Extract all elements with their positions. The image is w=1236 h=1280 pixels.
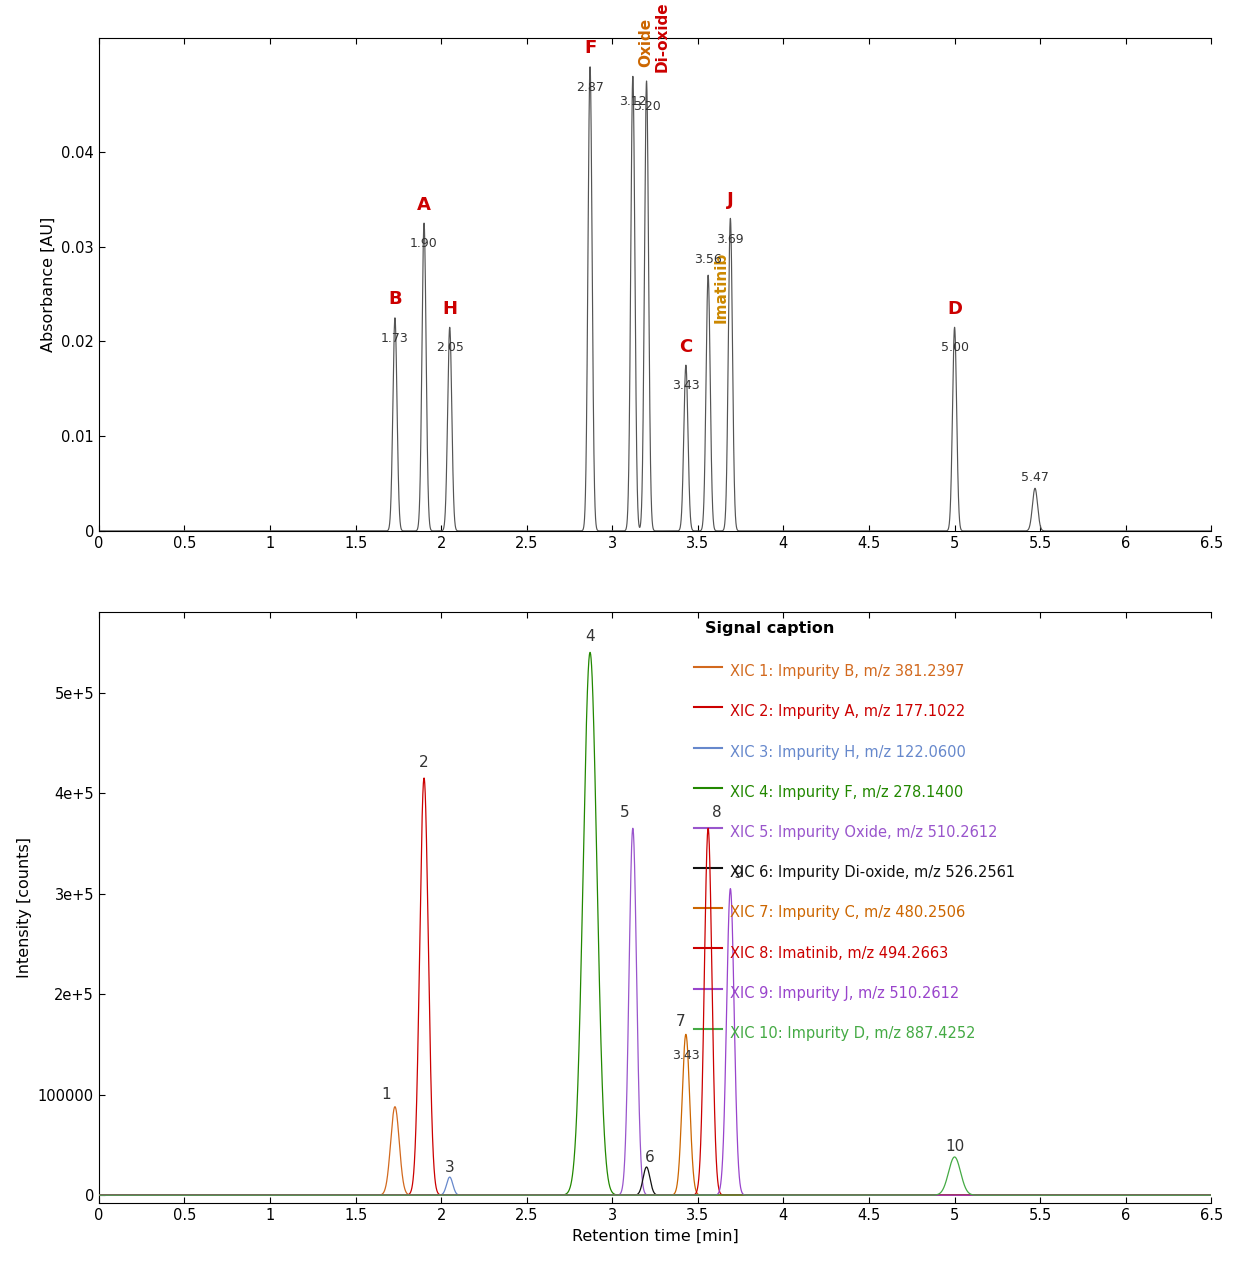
Text: 3.43: 3.43 (672, 379, 700, 393)
Y-axis label: Absorbance [AU]: Absorbance [AU] (41, 218, 56, 352)
Text: XIC 2: Impurity A, m/z 177.1022: XIC 2: Impurity A, m/z 177.1022 (729, 704, 965, 719)
Text: 8: 8 (712, 805, 722, 820)
Text: 2.87: 2.87 (576, 81, 604, 93)
Text: 3.69: 3.69 (717, 233, 744, 246)
Y-axis label: Intensity [counts]: Intensity [counts] (17, 837, 32, 978)
Text: Imatinib: Imatinib (713, 251, 728, 323)
Text: XIC 5: Impurity Oxide, m/z 510.2612: XIC 5: Impurity Oxide, m/z 510.2612 (729, 824, 997, 840)
Text: XIC 1: Impurity B, m/z 381.2397: XIC 1: Impurity B, m/z 381.2397 (729, 664, 964, 680)
Text: 5.47: 5.47 (1021, 471, 1049, 484)
Text: Signal caption: Signal caption (705, 621, 834, 636)
Text: XIC 9: Impurity J, m/z 510.2612: XIC 9: Impurity J, m/z 510.2612 (729, 986, 959, 1001)
Text: XIC 10: Impurity D, m/z 887.4252: XIC 10: Impurity D, m/z 887.4252 (729, 1025, 975, 1041)
Text: XIC 7: Impurity C, m/z 480.2506: XIC 7: Impurity C, m/z 480.2506 (729, 905, 965, 920)
Text: 3.12: 3.12 (619, 95, 646, 109)
Text: 6: 6 (645, 1149, 655, 1165)
Text: 2.05: 2.05 (436, 342, 464, 355)
Text: C: C (680, 338, 692, 356)
Text: 10: 10 (946, 1139, 964, 1155)
Text: A: A (417, 196, 431, 214)
Text: 5.00: 5.00 (941, 342, 969, 355)
Text: XIC 6: Impurity Di-oxide, m/z 526.2561: XIC 6: Impurity Di-oxide, m/z 526.2561 (729, 865, 1015, 881)
Text: XIC 4: Impurity F, m/z 278.1400: XIC 4: Impurity F, m/z 278.1400 (729, 785, 963, 800)
Text: B: B (388, 291, 402, 308)
Text: 2: 2 (419, 755, 429, 771)
Text: XIC 3: Impurity H, m/z 122.0600: XIC 3: Impurity H, m/z 122.0600 (729, 745, 965, 759)
Text: 1.90: 1.90 (410, 237, 438, 251)
X-axis label: Retention time [min]: Retention time [min] (572, 1229, 738, 1244)
Text: 3.43: 3.43 (672, 1050, 700, 1062)
Text: D: D (947, 300, 962, 317)
Text: 9: 9 (734, 865, 744, 881)
Text: 7: 7 (676, 1014, 686, 1029)
Text: 1.73: 1.73 (381, 332, 409, 346)
Text: 4: 4 (585, 630, 595, 644)
Text: 3.20: 3.20 (633, 100, 660, 113)
Text: F: F (583, 40, 596, 58)
Text: 3.56: 3.56 (695, 252, 722, 266)
Text: 3: 3 (445, 1160, 455, 1175)
Text: J: J (727, 191, 734, 209)
Text: Oxide: Oxide (638, 18, 653, 67)
Text: 5: 5 (619, 805, 629, 820)
Text: H: H (442, 300, 457, 317)
Text: XIC 8: Imatinib, m/z 494.2663: XIC 8: Imatinib, m/z 494.2663 (729, 946, 948, 960)
Text: Di-oxide: Di-oxide (655, 1, 670, 72)
Text: 1: 1 (382, 1087, 392, 1102)
